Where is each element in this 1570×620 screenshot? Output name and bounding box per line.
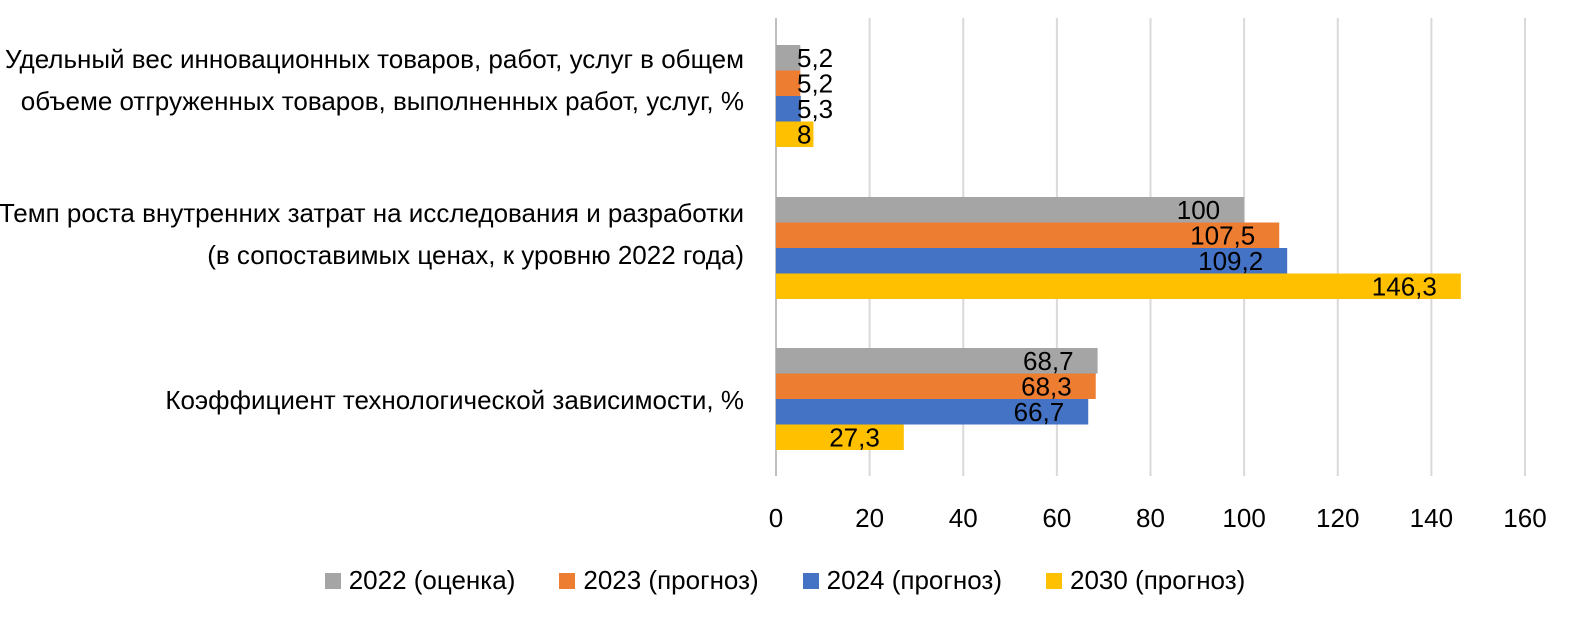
x-tick-label: 120	[1316, 503, 1359, 533]
category-label-rnd-growth-rate: Темп роста внутренних затрат на исследов…	[0, 198, 744, 270]
bar	[776, 121, 814, 147]
bar	[776, 70, 801, 96]
data-label: 5,3	[797, 94, 833, 124]
category-label-innovative-goods-share: Удельный вес инновационных товаров, рабо…	[5, 44, 744, 116]
x-tick-label: 100	[1222, 503, 1265, 533]
data-label: 5,2	[797, 43, 833, 73]
legend-swatch-2022	[324, 572, 341, 589]
data-label: 68,7	[1023, 346, 1074, 376]
legend-item-2022: 2022 (оценка)	[324, 565, 516, 596]
bar	[776, 373, 1096, 399]
legend-swatch-2024	[802, 572, 819, 589]
legend-swatch-2023	[559, 572, 576, 589]
x-tick-label: 20	[855, 503, 884, 533]
category-label-tech-dependence: Коэффициент технологической зависимости,…	[165, 385, 744, 415]
legend: 2022 (оценка) 2023 (прогноз) 2024 (прогн…	[0, 565, 1570, 596]
x-tick-label: 40	[949, 503, 978, 533]
data-label: 8	[797, 119, 811, 149]
x-tick-label: 0	[769, 503, 783, 533]
legend-label-2024: 2024 (прогноз)	[826, 565, 1002, 595]
bar	[776, 45, 801, 71]
bar	[776, 222, 1280, 248]
bar	[776, 424, 904, 450]
legend-item-2023: 2023 (прогноз)	[559, 565, 759, 596]
x-tick-label: 80	[1136, 503, 1165, 533]
bar	[776, 197, 1245, 223]
data-label: 27,3	[829, 422, 880, 452]
bar	[776, 348, 1098, 374]
legend-swatch-2030	[1045, 572, 1062, 589]
bar	[776, 96, 801, 122]
data-label: 5,2	[797, 68, 833, 98]
legend-item-2030: 2030 (прогноз)	[1045, 565, 1246, 596]
x-tick-label: 140	[1410, 503, 1453, 533]
bar	[776, 273, 1461, 299]
data-label: 68,3	[1021, 371, 1072, 401]
legend-item-2024: 2024 (прогноз)	[802, 565, 1002, 596]
legend-label-2030: 2030 (прогноз)	[1069, 565, 1246, 595]
bar	[776, 399, 1089, 425]
data-label: 66,7	[1014, 397, 1065, 427]
data-label: 109,2	[1198, 246, 1263, 276]
data-label: 146,3	[1372, 271, 1437, 301]
bar	[776, 248, 1288, 274]
legend-label-2023: 2023 (прогноз)	[583, 565, 759, 595]
x-tick-label: 160	[1503, 503, 1546, 533]
x-tick-label: 60	[1042, 503, 1071, 533]
data-label: 107,5	[1190, 220, 1255, 250]
data-label: 100	[1177, 195, 1220, 225]
legend-label-2022: 2022 (оценка)	[348, 565, 516, 595]
